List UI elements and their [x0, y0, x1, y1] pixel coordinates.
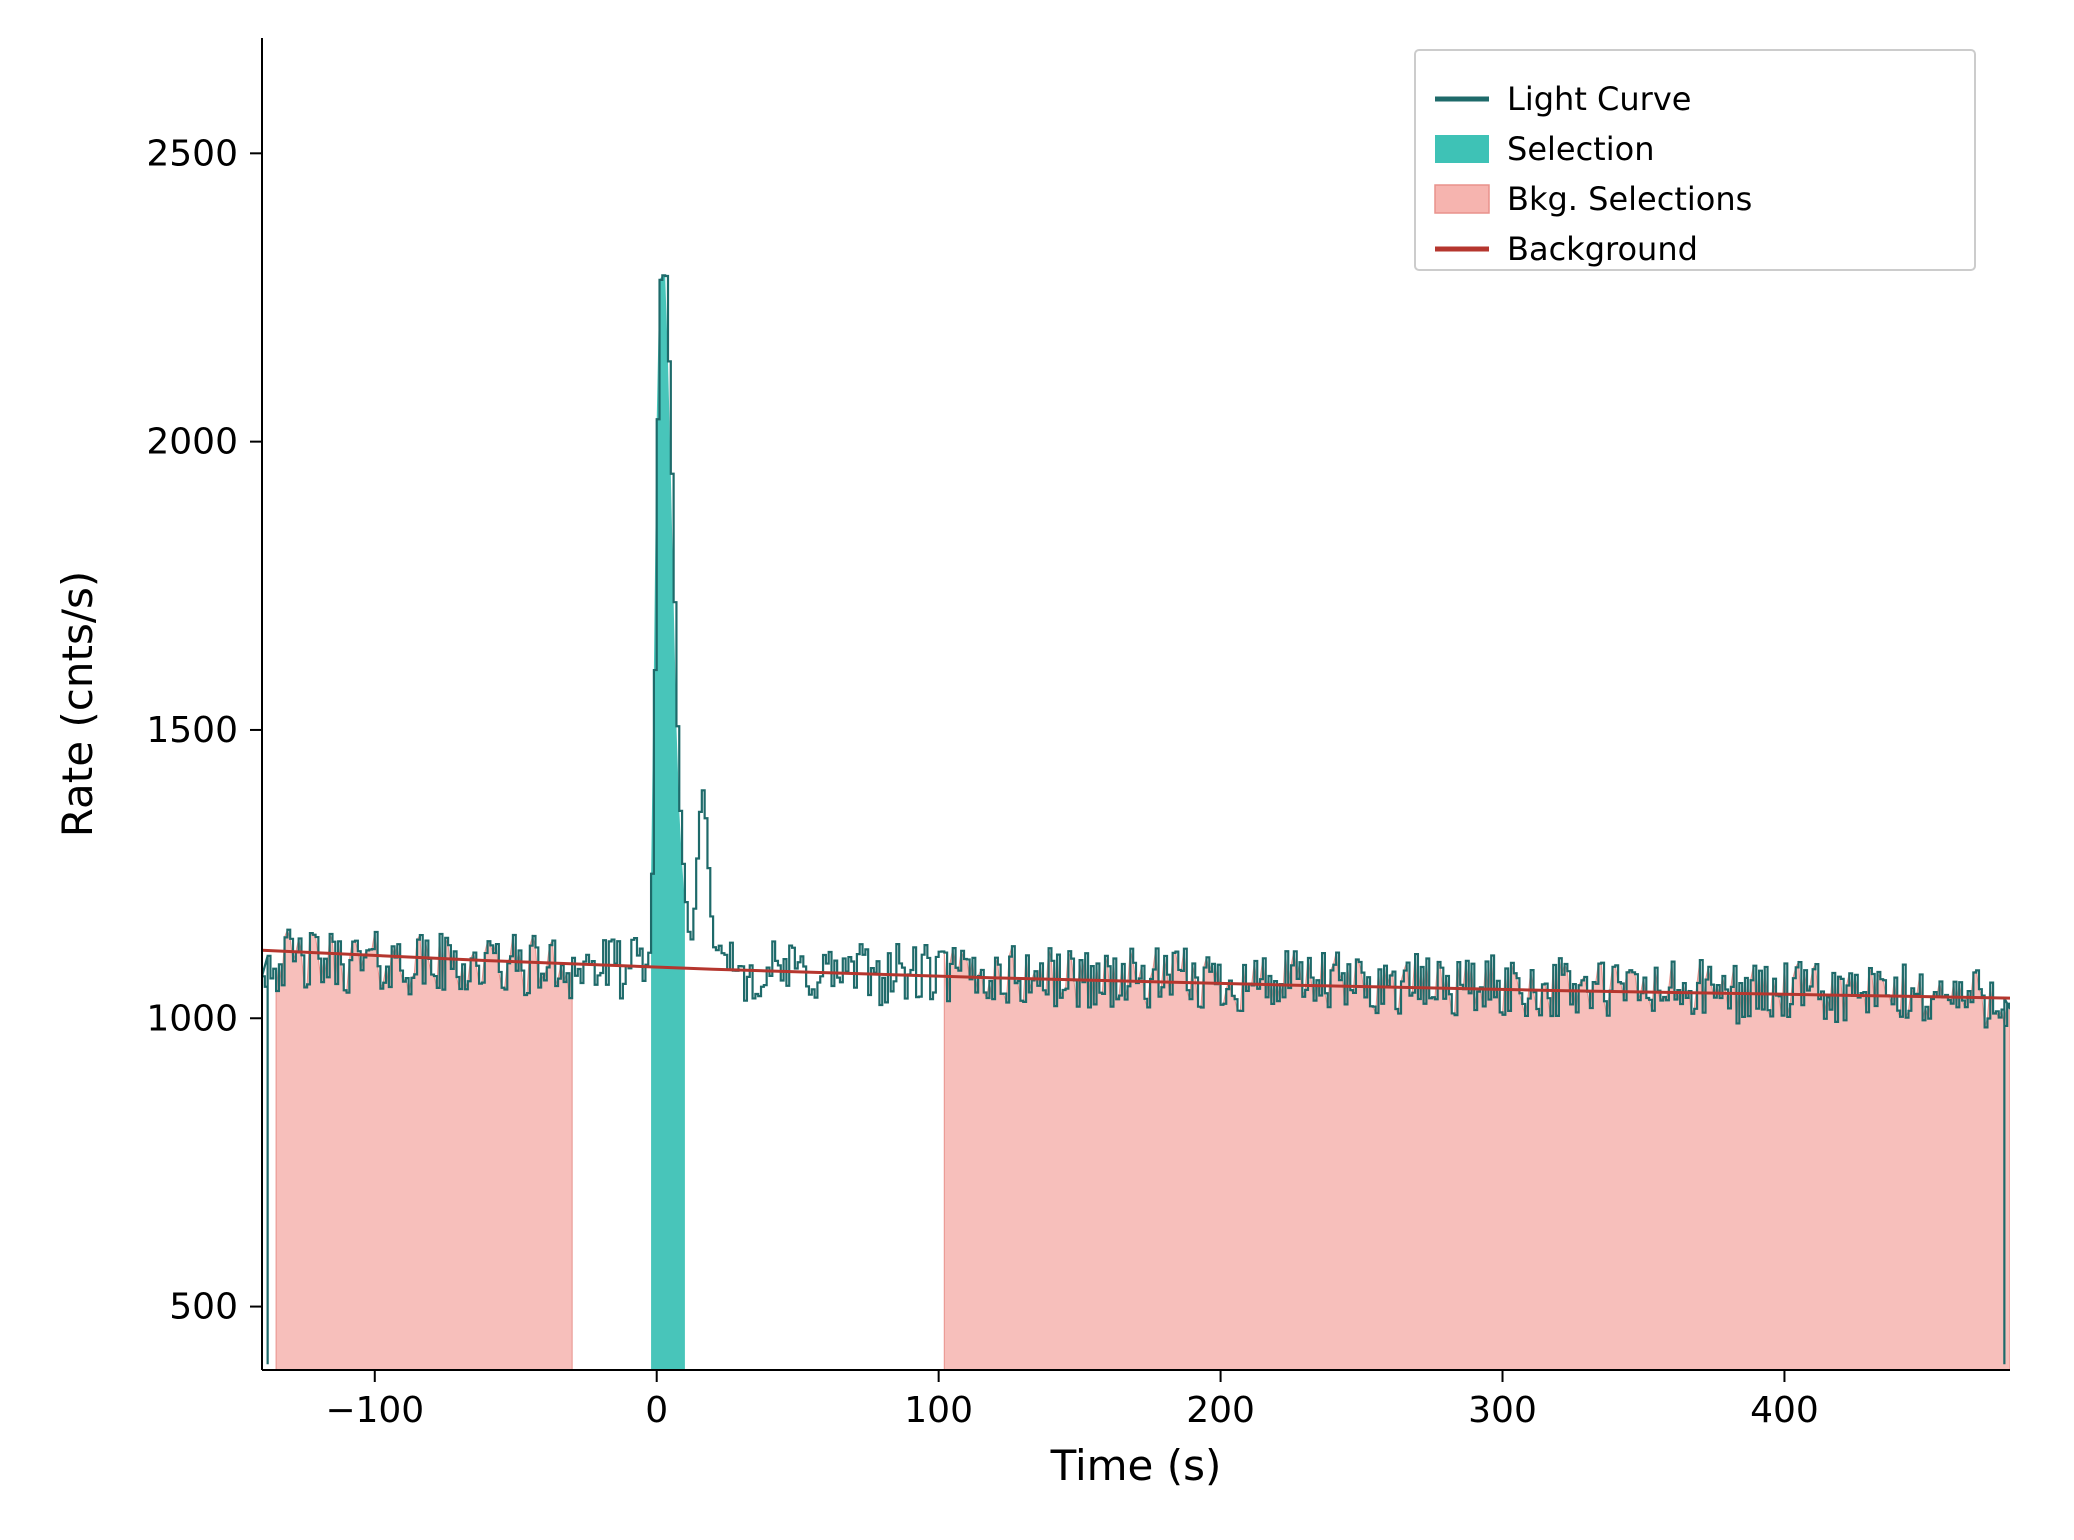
- y-tick-label: 500: [169, 1287, 238, 1328]
- x-tick-label: 300: [1468, 1390, 1537, 1431]
- legend-label: Background: [1507, 230, 1698, 268]
- legend-label: Selection: [1507, 130, 1654, 168]
- legend-label: Light Curve: [1507, 80, 1691, 118]
- y-tick-label: 2500: [146, 133, 238, 174]
- y-tick-label: 1500: [146, 710, 238, 751]
- legend-swatch-patch: [1435, 185, 1489, 213]
- y-tick-label: 2000: [146, 422, 238, 463]
- light-curve-chart: −100 0 100 200 300 400 Time (s) 500 1000 1500 2000…: [0, 0, 2074, 1540]
- legend-swatch-patch: [1435, 135, 1489, 163]
- x-tick-label: 0: [645, 1390, 668, 1431]
- x-tick-label: −100: [325, 1390, 424, 1431]
- x-tick-label: 200: [1186, 1390, 1255, 1431]
- y-tick-label: 1000: [146, 998, 238, 1039]
- x-tick-label: 400: [1750, 1390, 1819, 1431]
- legend-label: Bkg. Selections: [1507, 180, 1752, 218]
- legend: Light Curve Selection Bkg. Selections Backg…: [1415, 50, 1975, 270]
- plot-svg: −100 0 100 200 300 400 Time (s) 500 1000 1500 2000…: [0, 0, 2074, 1540]
- x-tick-label: 100: [904, 1390, 973, 1431]
- y-axis-label: Rate (cnts/s): [53, 571, 102, 838]
- x-axis-label: Time (s): [1050, 1441, 1222, 1490]
